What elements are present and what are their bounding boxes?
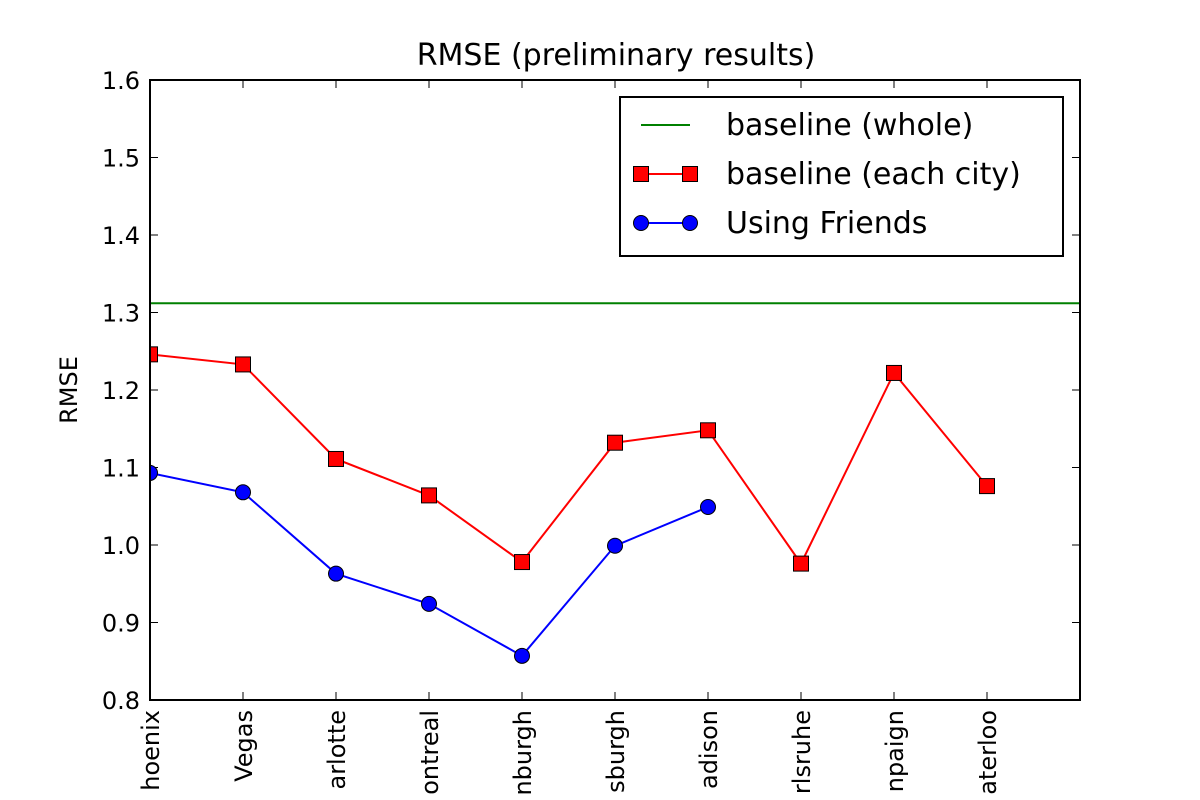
x-tick-label: nburgh — [509, 710, 537, 796]
chart-title: RMSE (preliminary results) — [417, 38, 816, 73]
y-tick-label: 1.0 — [102, 532, 140, 560]
legend: baseline (whole) baseline (each city) Usin… — [619, 96, 1064, 257]
x-tick-label: Vegas — [230, 710, 258, 782]
legend-marker-square — [682, 166, 698, 182]
data-point-circle — [150, 464, 158, 481]
y-tick-label: 1.2 — [102, 377, 140, 405]
x-tick-label: arlotte — [323, 710, 351, 790]
legend-marker-circle — [682, 215, 698, 231]
y-tick-label: 1.3 — [102, 300, 140, 328]
legend-label-using-friends: Using Friends — [726, 206, 927, 241]
data-point-square — [328, 450, 344, 467]
y-tick-label: 0.8 — [102, 687, 140, 715]
legend-label-baseline-each-city: baseline (each city) — [726, 157, 1021, 192]
x-tick-label: hoenix — [137, 710, 165, 791]
data-point-square — [886, 364, 902, 381]
data-point-square — [700, 422, 716, 439]
x-tick-label: adison — [695, 710, 723, 789]
series-layer — [150, 302, 1080, 664]
x-tick-label: aterloo — [974, 710, 1002, 795]
data-point-square — [235, 356, 251, 373]
legend-marker-circle — [633, 215, 649, 231]
legend-label-baseline-whole: baseline (whole) — [726, 108, 973, 143]
data-point-circle — [514, 647, 530, 664]
x-tick-label: ontreal — [416, 710, 444, 795]
y-tick-label: 0.9 — [102, 610, 140, 638]
x-tick-label: npaign — [881, 710, 909, 792]
data-point-square — [979, 478, 995, 495]
x-tick-label: rlsruhe — [788, 710, 816, 794]
data-point-circle — [328, 565, 344, 582]
data-point-square — [421, 487, 437, 504]
y-tick-label: 1.6 — [102, 67, 140, 95]
data-point-circle — [235, 484, 251, 501]
y-axis-label: RMSE — [55, 356, 83, 424]
legend-marker-square — [633, 166, 649, 182]
data-point-circle — [421, 595, 437, 612]
plot-area: 0.8 0.9 1.0 1.1 1.2 1.3 1.4 1.5 1.6 hoenix Vegas ar… — [102, 67, 1081, 796]
series-baseline-each-city-line — [150, 353, 988, 566]
y-tick-label: 1.1 — [102, 455, 140, 483]
data-point-square — [150, 346, 158, 363]
data-point-circle — [700, 499, 716, 516]
data-point-circle — [607, 537, 623, 554]
data-point-square — [793, 555, 809, 572]
x-tick-label: sburgh — [602, 710, 630, 793]
axes-frame — [149, 79, 1081, 701]
y-tick-label: 1.4 — [102, 222, 140, 250]
y-tick-label: 1.5 — [102, 145, 140, 173]
data-point-square — [607, 434, 623, 451]
data-point-square — [514, 554, 530, 571]
